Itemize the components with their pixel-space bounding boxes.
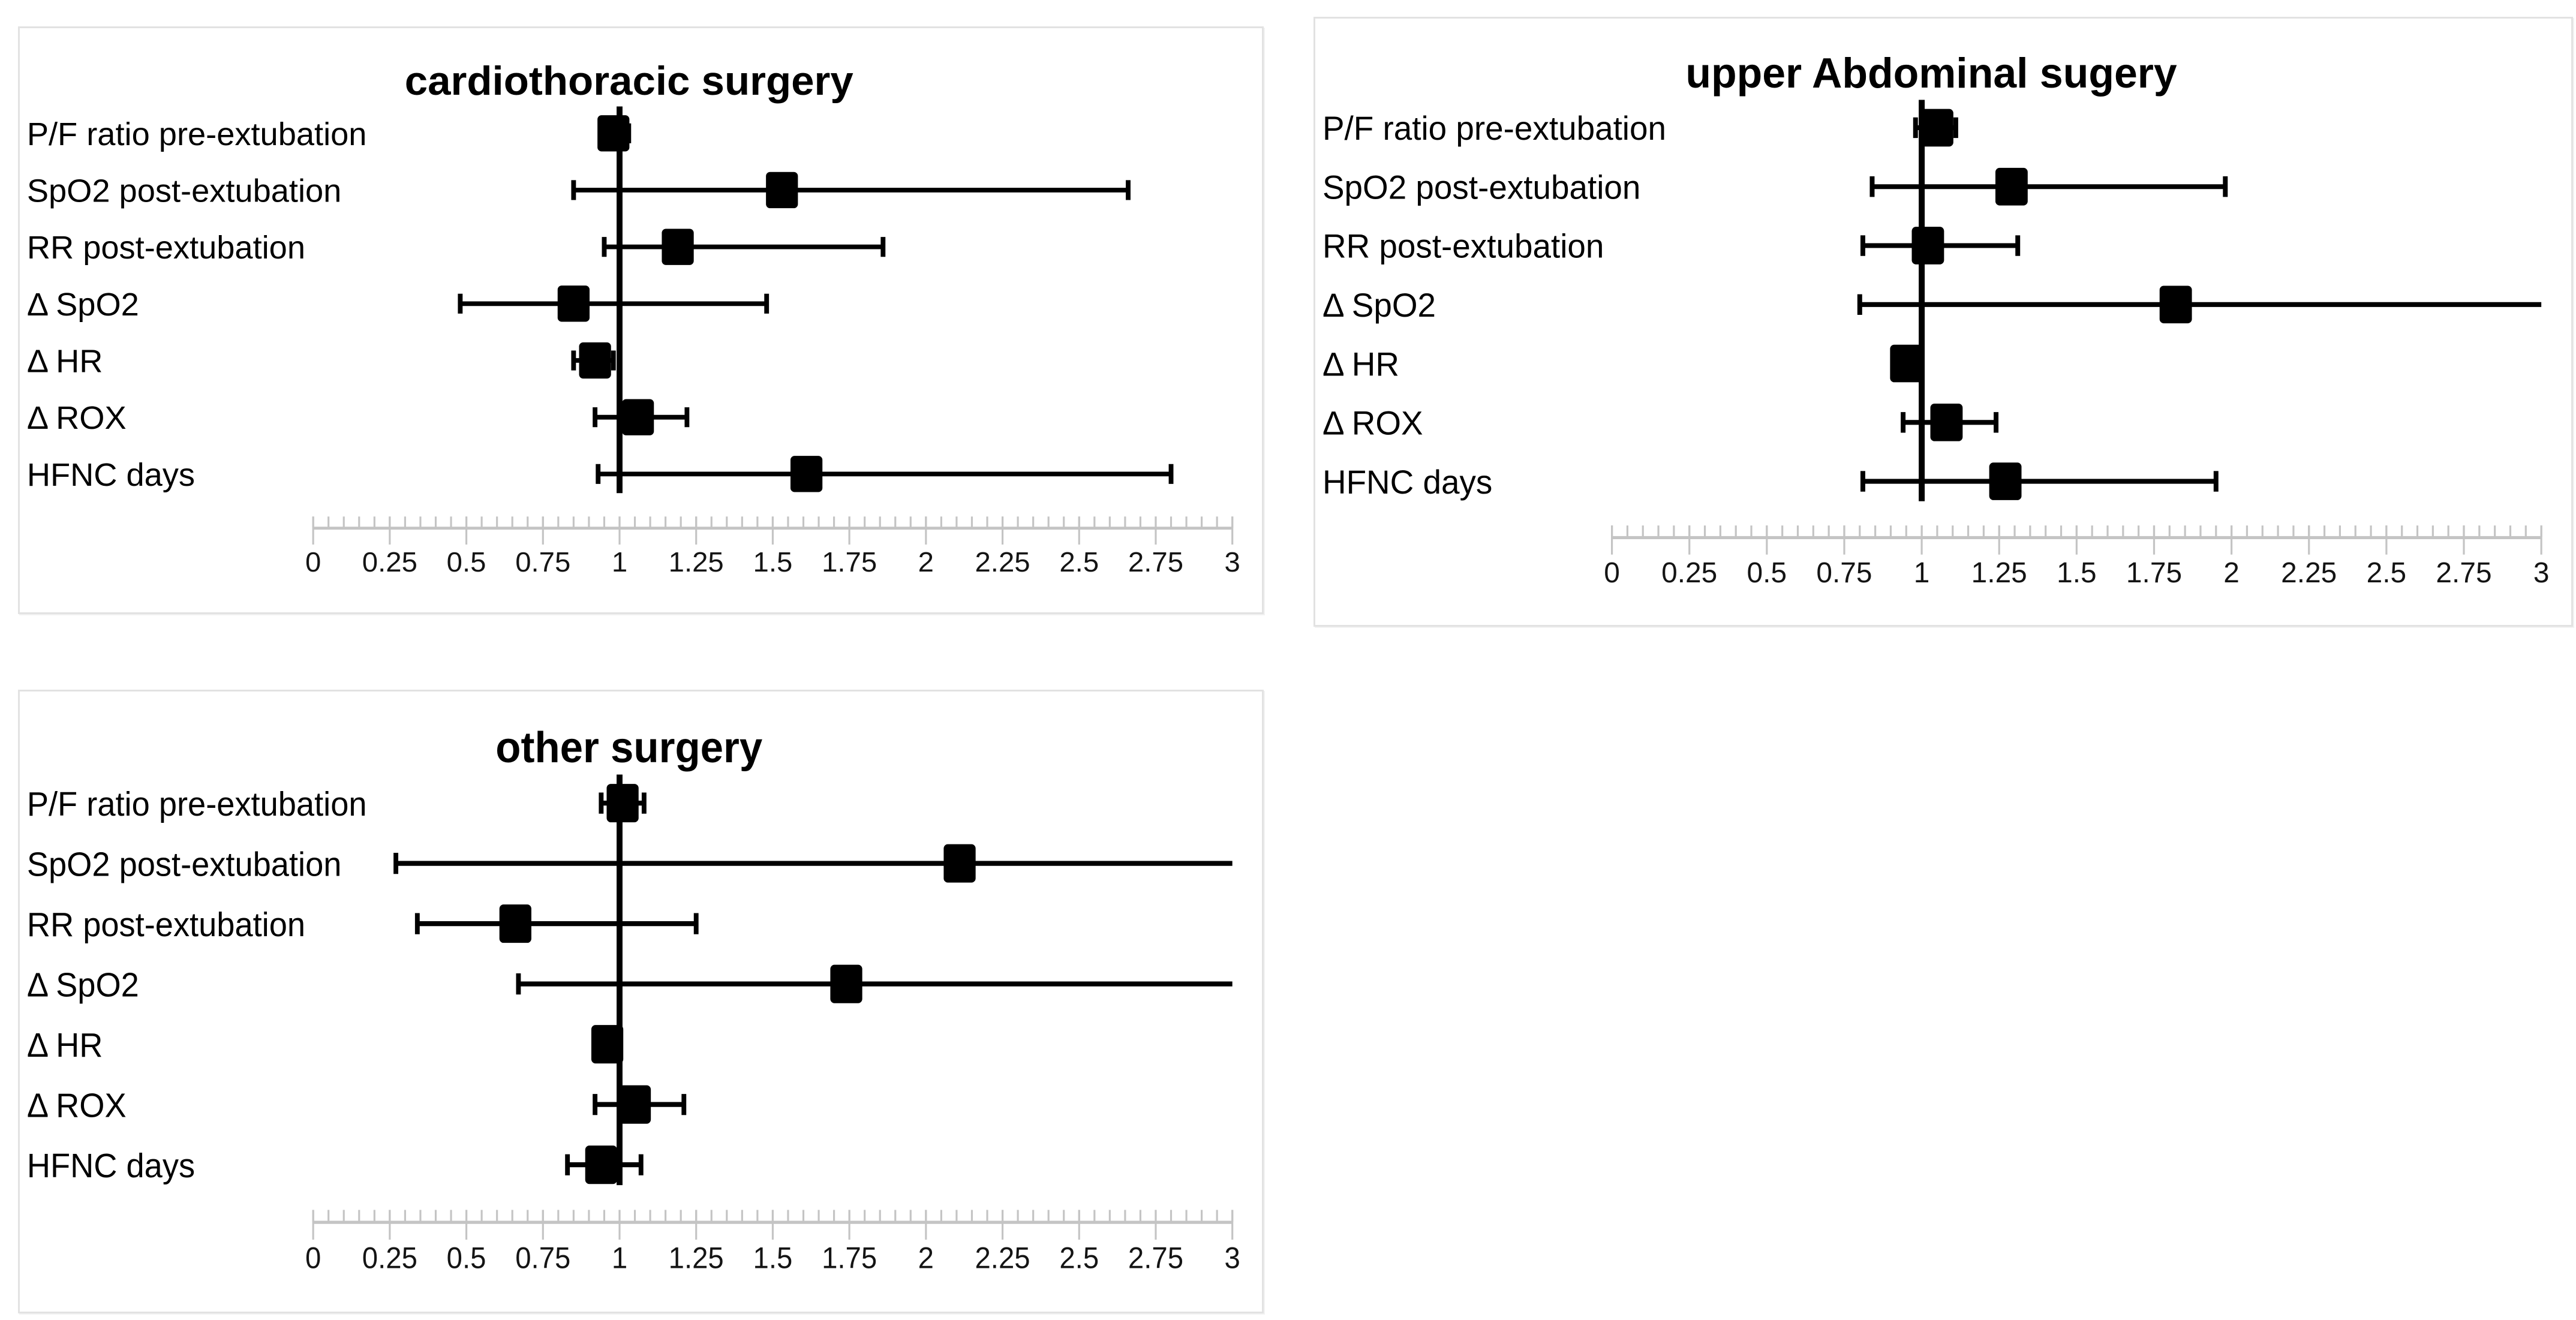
x-axis-tick-label: 0.75 — [515, 1242, 570, 1275]
forest-marker — [597, 115, 630, 152]
chart-title: upper Abdominal sugery — [1685, 49, 2177, 97]
x-axis-tick-label: 1.25 — [669, 1242, 724, 1275]
forest-marker — [1989, 462, 2022, 500]
panel-upper-abdominal-surgery: upper Abdominal sugery 0 0.25 0.5 0.75 1 1.25 1… — [1313, 17, 2573, 627]
x-axis-tick-label: 3 — [1225, 546, 1240, 578]
category-label: P/F ratio pre-extubation — [27, 116, 367, 152]
forest-plot-cardiothoracic: cardiothoracic surgery 0 0.25 0.5 0.75 1 1.25 1… — [27, 58, 1240, 578]
x-axis-tick-label: 2.5 — [1059, 1242, 1099, 1275]
chart-title: other surgery — [495, 723, 762, 771]
x-axis-tick-label: 3 — [1225, 1242, 1240, 1275]
x-axis-tick-label: 0 — [1604, 557, 1620, 589]
category-label: HFNC days — [27, 1147, 195, 1184]
x-axis-tick-label: 1.5 — [2057, 557, 2097, 589]
category-label: P/F ratio pre-extubation — [27, 785, 367, 823]
forest-marker — [1921, 109, 1953, 147]
x-axis-tick-label: 0.5 — [1747, 557, 1787, 589]
chart-title: cardiothoracic surgery — [405, 58, 853, 104]
category-label: Δ ROX — [1322, 404, 1423, 441]
category-label: SpO2 post-extubation — [1322, 169, 1640, 206]
x-axis-tick-label: 0.25 — [1661, 557, 1717, 589]
panel-other-surgery: other surgery 0 0.25 0.5 0.75 1 1.25 1.5 1.75 2 2.… — [18, 690, 1264, 1313]
x-axis-tick-label: 2.75 — [1128, 1242, 1183, 1275]
x-axis-tick-label: 1 — [1914, 557, 1930, 589]
category-label: HFNC days — [1322, 463, 1492, 500]
x-axis-tick-label: 2.75 — [1128, 546, 1183, 578]
category-label: P/F ratio pre-extubation — [1322, 110, 1666, 147]
x-axis-tick-label: 1 — [612, 546, 627, 578]
category-label: Δ HR — [27, 1026, 103, 1064]
x-axis-tick-label: 0.25 — [362, 1242, 417, 1275]
category-label: Δ SpO2 — [27, 966, 139, 1003]
forest-marker — [591, 1025, 624, 1064]
category-label: Δ HR — [1322, 345, 1399, 383]
category-label: SpO2 post-extubation — [27, 845, 342, 883]
x-axis-tick-label: 0 — [305, 1242, 321, 1275]
x-axis-tick-label: 1 — [612, 1242, 627, 1275]
category-label: SpO2 post-extubation — [27, 173, 342, 209]
forest-marker — [557, 285, 590, 322]
x-axis-tick-label: 2.25 — [2281, 557, 2337, 589]
forest-marker — [662, 228, 694, 265]
x-axis-tick-label: 2 — [918, 1242, 934, 1275]
panel-cardiothoracic-surgery: cardiothoracic surgery 0 0.25 0.5 0.75 1 1.25 1… — [18, 26, 1264, 614]
x-axis-tick-label: 1.25 — [669, 546, 724, 578]
x-axis-tick-label: 2.5 — [1059, 546, 1099, 578]
forest-marker — [585, 1145, 617, 1184]
category-label: Δ ROX — [27, 1086, 127, 1124]
x-axis-tick-label: 2.5 — [2367, 557, 2407, 589]
x-axis-tick-label: 2.75 — [2436, 557, 2491, 589]
forest-marker — [1930, 403, 1963, 441]
x-axis-tick-label: 0 — [305, 546, 321, 578]
x-axis-tick-label: 2 — [2223, 557, 2240, 589]
forest-marker — [830, 964, 862, 1003]
x-axis-tick-label: 3 — [2533, 557, 2550, 589]
forest-marker — [1995, 167, 2028, 206]
x-axis-tick-label: 1.75 — [2126, 557, 2182, 589]
category-label: RR post-extubation — [27, 230, 305, 266]
forest-marker — [579, 342, 611, 379]
category-label: RR post-extubation — [1322, 227, 1604, 264]
x-axis-tick-label: 1.75 — [822, 546, 877, 578]
forest-marker — [499, 904, 531, 943]
x-axis-tick-label: 1.5 — [753, 1242, 793, 1275]
category-label: Δ SpO2 — [1322, 287, 1436, 324]
category-label: Δ HR — [27, 344, 103, 380]
x-axis-tick-label: 1.25 — [1971, 557, 2027, 589]
x-axis-tick-label: 0.5 — [447, 1242, 486, 1275]
category-label: RR post-extubation — [27, 906, 305, 943]
forest-marker — [2159, 285, 2192, 324]
x-axis-tick-label: 0.75 — [515, 546, 570, 578]
category-label: HFNC days — [27, 457, 195, 493]
x-axis-tick-label: 2.25 — [975, 546, 1030, 578]
forest-marker — [618, 1085, 651, 1124]
x-axis-tick-label: 0.25 — [362, 546, 417, 578]
forest-marker — [606, 784, 639, 823]
x-axis-tick-label: 2.25 — [975, 1242, 1030, 1275]
forest-marker — [790, 456, 823, 492]
forest-marker — [622, 399, 654, 435]
x-axis-tick-label: 1.5 — [753, 546, 793, 578]
x-axis-tick-label: 0.5 — [447, 546, 486, 578]
x-axis-tick-label: 2 — [918, 546, 934, 578]
forest-marker — [766, 172, 798, 209]
x-axis-tick-label: 0.75 — [1816, 557, 1872, 589]
forest-plot-upper-abdominal: upper Abdominal sugery 0 0.25 0.5 0.75 1 1.25 1… — [1322, 49, 2550, 589]
category-label: Δ SpO2 — [27, 287, 139, 323]
forest-marker — [1911, 227, 1944, 264]
forest-plot-other: other surgery 0 0.25 0.5 0.75 1 1.25 1.5 1.75 2 2.… — [27, 723, 1240, 1275]
x-axis-tick-label: 1.75 — [822, 1242, 877, 1275]
forest-marker — [943, 844, 976, 883]
forest-marker — [1890, 344, 1923, 383]
category-label: Δ ROX — [27, 400, 127, 436]
